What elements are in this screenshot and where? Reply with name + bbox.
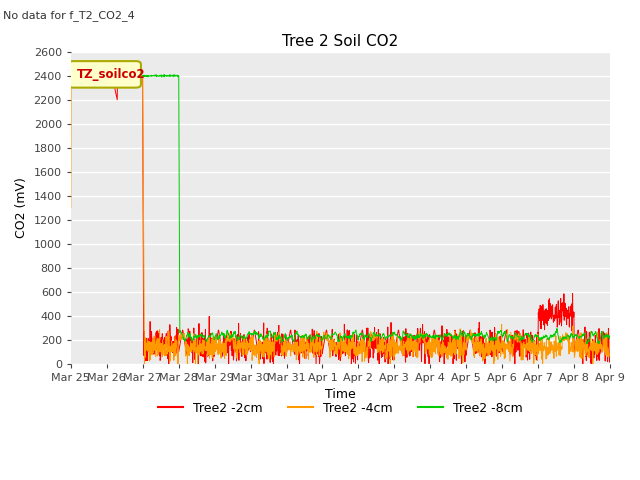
Tree2 -2cm — [131, 72, 139, 77]
Title: Tree 2 Soil CO2: Tree 2 Soil CO2 — [282, 34, 399, 49]
Tree2 -4cm — [95, 73, 102, 79]
Tree2 -2cm — [95, 73, 102, 79]
FancyBboxPatch shape — [68, 61, 141, 88]
Tree2 -8cm — [95, 73, 102, 79]
Y-axis label: CO2 (mV): CO2 (mV) — [15, 177, 28, 238]
Line: Tree2 -4cm: Tree2 -4cm — [71, 75, 610, 364]
Tree2 -4cm — [591, 347, 599, 353]
Tree2 -4cm — [591, 348, 598, 354]
Tree2 -8cm — [330, 332, 337, 337]
Tree2 -4cm — [606, 345, 614, 351]
Tree2 -4cm — [316, 353, 323, 359]
Tree2 -4cm — [492, 331, 500, 337]
Tree2 -2cm — [330, 344, 337, 350]
Tree2 -4cm — [330, 342, 337, 348]
Tree2 -8cm — [583, 341, 591, 347]
Tree2 -4cm — [67, 205, 75, 211]
Tree2 -4cm — [94, 72, 102, 78]
Line: Tree2 -2cm: Tree2 -2cm — [71, 74, 610, 364]
X-axis label: Time: Time — [325, 388, 356, 401]
Tree2 -2cm — [591, 351, 599, 357]
Tree2 -8cm — [591, 331, 598, 336]
Tree2 -8cm — [591, 331, 599, 336]
Text: TZ_soilco2: TZ_soilco2 — [77, 68, 146, 81]
Tree2 -2cm — [492, 349, 500, 355]
Tree2 -8cm — [99, 72, 106, 77]
Tree2 -4cm — [141, 361, 148, 367]
Tree2 -2cm — [606, 346, 614, 351]
Tree2 -8cm — [606, 336, 614, 342]
Tree2 -2cm — [316, 352, 323, 358]
Legend: Tree2 -2cm, Tree2 -4cm, Tree2 -8cm: Tree2 -2cm, Tree2 -4cm, Tree2 -8cm — [154, 397, 527, 420]
Tree2 -2cm — [67, 74, 75, 80]
Tree2 -8cm — [315, 332, 323, 338]
Tree2 -8cm — [492, 338, 500, 344]
Text: No data for f_T2_CO2_4: No data for f_T2_CO2_4 — [3, 10, 135, 21]
Tree2 -2cm — [165, 361, 173, 367]
Tree2 -2cm — [591, 351, 598, 357]
Tree2 -8cm — [67, 73, 75, 79]
Line: Tree2 -8cm: Tree2 -8cm — [71, 74, 610, 344]
